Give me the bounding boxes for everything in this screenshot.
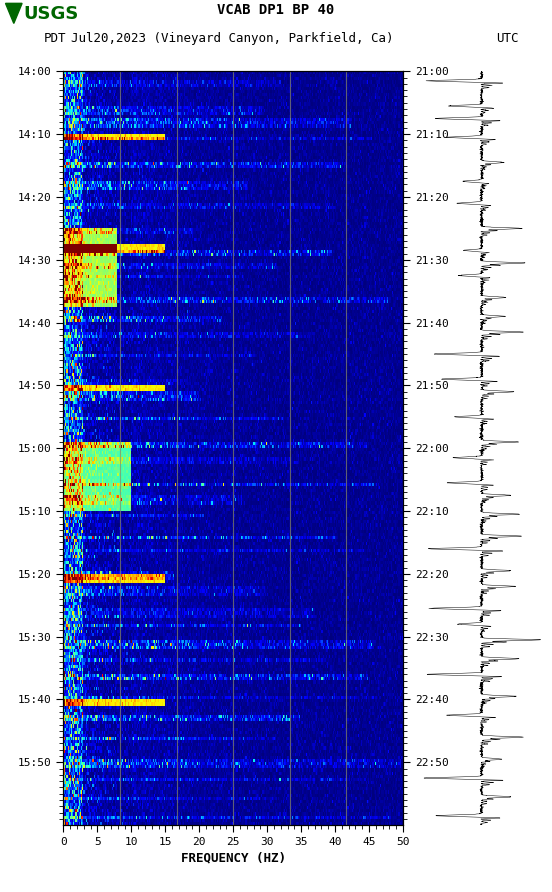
Text: UTC: UTC (497, 32, 519, 45)
Text: PDT: PDT (44, 32, 67, 45)
Text: VCAB DP1 BP 40: VCAB DP1 BP 40 (217, 4, 335, 17)
Text: USGS: USGS (23, 5, 78, 23)
Text: Jul20,2023 (Vineyard Canyon, Parkfield, Ca): Jul20,2023 (Vineyard Canyon, Parkfield, … (71, 32, 393, 45)
X-axis label: FREQUENCY (HZ): FREQUENCY (HZ) (181, 851, 286, 864)
Polygon shape (6, 4, 22, 23)
